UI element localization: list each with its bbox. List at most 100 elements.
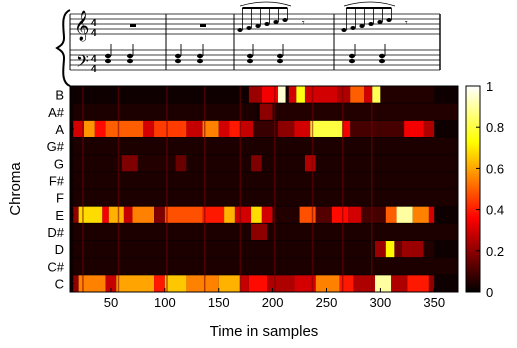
heatmap-cell-g	[121, 155, 138, 172]
heatmap-cell-e	[78, 206, 103, 223]
heatmap-cell-g	[261, 155, 305, 172]
heatmap-cell-c	[375, 275, 392, 292]
heatmap-cell-c	[434, 275, 458, 292]
heatmap-cell-e	[102, 206, 109, 223]
heatmap-cell-a	[404, 120, 424, 137]
heatmap-cell-e	[315, 206, 332, 223]
colorbar-tick-label: 0.2	[486, 244, 504, 259]
heatmap-cell-b	[278, 86, 286, 103]
colorbar-gradient	[465, 85, 481, 293]
y-tick-label: A	[55, 122, 64, 137]
colorbar-tick-label: 1	[486, 79, 493, 94]
heatmap-cell-a	[310, 120, 343, 137]
y-tick-label: D#	[47, 225, 64, 240]
note-head-icon	[105, 58, 111, 64]
note-head-icon	[175, 58, 181, 64]
y-tick-label: C#	[47, 259, 64, 274]
heatmap-cell-a	[105, 120, 144, 137]
heatmap-frame	[69, 85, 459, 293]
colorbar-ticks: 0 0.2 0.4 0.6 0.8 1	[476, 79, 504, 300]
heatmap-cell-d	[434, 241, 458, 258]
heatmap-cell-b	[296, 86, 305, 103]
colorbar-tick-label: 0.4	[486, 203, 504, 218]
slur-icon	[343, 1, 396, 7]
heatmap-cell-g	[137, 155, 176, 172]
y-tick-label: G	[54, 156, 64, 171]
note-head-icon	[247, 53, 253, 59]
heatmap-cell-e	[385, 206, 397, 223]
note-head-icon	[273, 20, 279, 24]
heatmap-cell-e	[234, 206, 252, 223]
note-head-icon	[350, 26, 356, 30]
heatmap-cell-b	[261, 86, 279, 103]
heatmap-cell-b	[350, 86, 365, 103]
note-head-icon	[264, 22, 270, 26]
heatmap-cell-e	[299, 206, 316, 223]
heatmap-cell-asharp	[272, 103, 458, 120]
x-tick-label: 200	[262, 295, 284, 310]
note-head-icon	[105, 53, 111, 59]
x-tick-label: 100	[154, 295, 176, 310]
note-head-icon	[341, 28, 347, 32]
bass-clef-icon: 𝄢	[76, 53, 89, 75]
heatmap-cell-c	[186, 275, 219, 292]
heatmap-cell-c	[391, 275, 408, 292]
note-head-icon	[255, 24, 261, 28]
heatmap-cell-d	[423, 241, 435, 258]
heatmap-cell-csharp	[73, 258, 458, 275]
heatmap-cell-fsharp	[73, 172, 458, 189]
heatmap-cell-c	[315, 275, 340, 292]
x-tick-label: 300	[370, 295, 392, 310]
heatmap-cell-e	[108, 206, 124, 223]
heatmap-cell-e	[272, 206, 300, 223]
heatmap-cell-c	[407, 275, 429, 292]
colorbar-tick-label: 0	[486, 285, 493, 300]
heatmap-cell-c	[248, 275, 268, 292]
heatmap-cell-f	[73, 189, 458, 206]
heatmap-cell-b	[434, 86, 458, 103]
y-axis-ticks: B A# A G# G F# FE D# D C# C	[47, 88, 74, 291]
heatmap-cell-b	[380, 86, 435, 103]
heatmap-cell-gsharp	[73, 138, 458, 155]
heatmap-cell-a	[218, 120, 230, 137]
y-tick-label: B	[55, 88, 64, 103]
y-tick-label: C	[55, 276, 64, 291]
note-head-icon	[237, 28, 243, 32]
heatmap-cell-dsharp	[73, 223, 252, 240]
y-tick-label: A#	[48, 105, 65, 120]
heatmap-cell-a	[202, 120, 219, 137]
heatmap-cell-e	[396, 206, 413, 223]
y-tick-label: D	[55, 242, 64, 257]
heatmap-cell-c	[73, 275, 79, 292]
bass-time-signature-bottom: 4	[91, 64, 97, 75]
bass-time-signature-top: 4	[91, 54, 97, 65]
heatmap-cell-a	[154, 120, 187, 137]
heatmap-cell-a	[423, 120, 435, 137]
heatmap-cells	[70, 86, 458, 292]
sheet-music-score: 𝄞 𝄢 4 4 4 4 𝄾 𝄾	[55, 1, 441, 87]
note-head-icon	[247, 58, 253, 64]
rest-icon	[200, 24, 206, 27]
treble-clef-icon: 𝄞	[74, 10, 89, 42]
note-head-icon	[377, 20, 383, 24]
score-notes: 𝄾 𝄾	[105, 1, 408, 64]
heatmap-cell-dsharp	[251, 223, 268, 240]
heatmap-cell-a	[253, 120, 279, 137]
heatmap-cell-c	[105, 275, 117, 292]
heatmap-cell-e	[331, 206, 349, 223]
heatmap-cell-e	[164, 206, 203, 223]
heatmap-background	[70, 86, 458, 292]
heatmap-cell-d	[394, 241, 402, 258]
note-head-icon	[386, 18, 392, 22]
heatmap-cell-c	[353, 275, 376, 292]
heatmap-cell-dsharp	[267, 223, 458, 240]
x-tick-label: 50	[104, 295, 118, 310]
eighth-rest-icon: 𝄾	[302, 18, 305, 29]
heatmap-cell-c	[164, 275, 187, 292]
heatmap-cell-g	[175, 155, 187, 172]
heatmap-cell-e	[154, 206, 165, 223]
heatmap-cell-e	[428, 206, 435, 223]
x-tick-label: 350	[423, 295, 445, 310]
heatmap-cell-d	[375, 241, 386, 258]
heatmap-cell-e	[224, 206, 235, 223]
